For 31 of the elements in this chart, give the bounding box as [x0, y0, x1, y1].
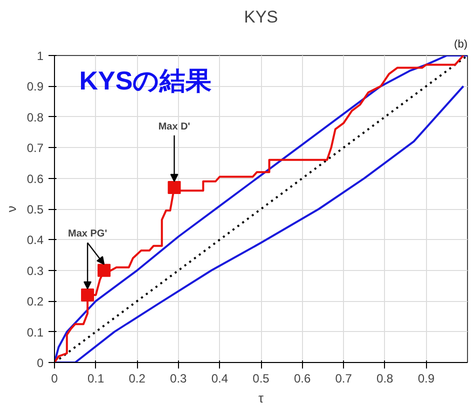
- y-tick-label: 1: [36, 49, 44, 63]
- x-tick-label: 0.5: [252, 372, 270, 386]
- point: [168, 181, 181, 194]
- x-tick-label: 0: [51, 372, 58, 386]
- x-axis-title: τ: [258, 390, 264, 406]
- y-tick-label: 0.1: [26, 325, 44, 340]
- y-tick-label: 0: [36, 356, 44, 370]
- annotation: Max PG': [68, 228, 108, 240]
- x-tick-label: 0.8: [376, 372, 394, 386]
- annotation: Max D': [158, 121, 190, 132]
- y-tick-label: 0.7: [26, 141, 44, 156]
- y-axis-title: ν: [4, 206, 19, 212]
- text: (b): [454, 38, 468, 50]
- y-tick-label: 0.9: [26, 80, 44, 94]
- x-tick-label: 0.4: [211, 372, 228, 386]
- y-tick-label: 0.5: [26, 202, 44, 216]
- y-tick-label: 0.4: [26, 233, 44, 248]
- chart-title: KYS: [244, 8, 278, 26]
- y-tick-label: 0.3: [26, 264, 44, 278]
- y-tick-label: 0.2: [26, 294, 44, 309]
- x-tick-label: 0.6: [294, 372, 311, 386]
- y-tick-label: 0.6: [26, 172, 44, 186]
- point: [81, 288, 94, 302]
- x-tick-label: 0.9: [418, 372, 435, 386]
- y-tick-label: 0.8: [26, 110, 44, 124]
- x-tick-label: 0.3: [170, 372, 188, 386]
- x-tick-label: 0.7: [335, 372, 352, 386]
- point: [98, 264, 111, 277]
- x-tick-label: 0.2: [128, 372, 146, 386]
- annotation: KYSの結果: [79, 65, 212, 96]
- x-tick-label: 0.1: [87, 372, 104, 386]
